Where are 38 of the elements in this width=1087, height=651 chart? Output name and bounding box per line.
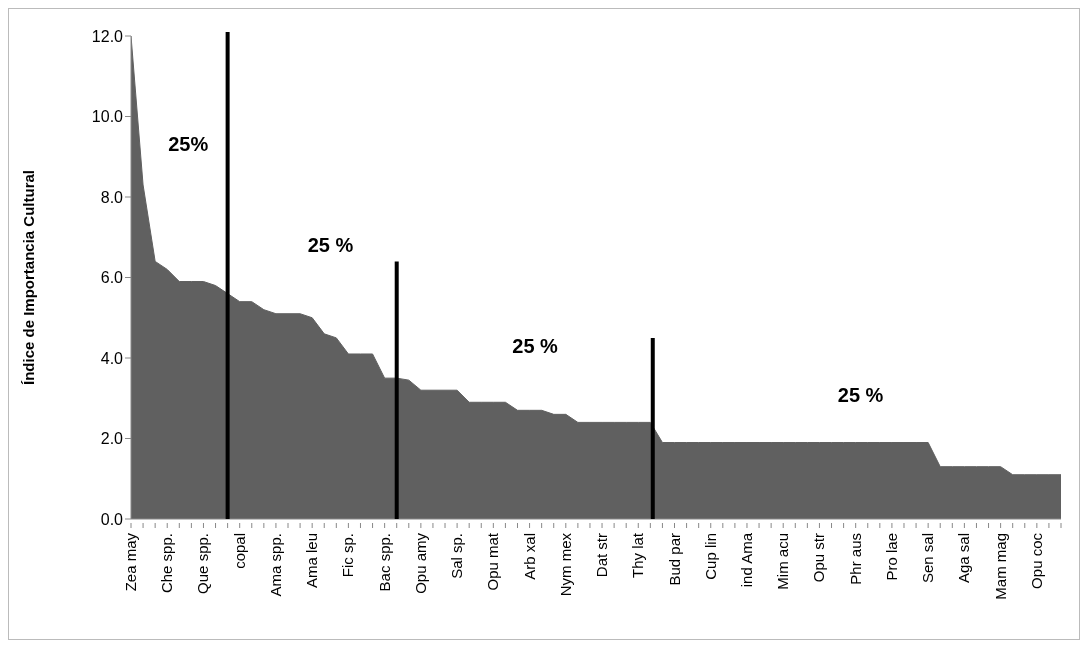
y-tick-label: 2.0 xyxy=(100,430,124,448)
x-tick-label: Opu coc xyxy=(1027,532,1045,589)
y-tick-label: 10.0 xyxy=(91,108,124,126)
x-tick-label: Mim acu xyxy=(774,533,792,590)
x-tick-label: Phr aus xyxy=(846,533,864,585)
annotation: 25 % xyxy=(307,234,354,258)
x-tick-label: Fic sp. xyxy=(339,533,357,578)
y-tick-label: 0.0 xyxy=(100,510,124,528)
y-tick-label: 4.0 xyxy=(100,349,124,367)
x-tick-label: Sen sal xyxy=(919,533,937,584)
x-tick-label: Sal sp. xyxy=(448,533,466,579)
x-tick-label: Che spp. xyxy=(158,533,176,594)
x-tick-label: Pro lae xyxy=(882,533,900,581)
annotation: 25 % xyxy=(837,383,884,407)
x-tick-label: Que spp. xyxy=(194,533,212,594)
x-tick-label: Arb xal xyxy=(520,533,538,580)
x-tick-label: Thy lat xyxy=(629,532,647,579)
x-tick-label: ind Ama xyxy=(737,532,755,588)
y-tick-label: 6.0 xyxy=(100,269,124,287)
annotation: 25 % xyxy=(512,335,558,359)
x-tick-label: Opu amy xyxy=(411,532,429,594)
y-tick-label: 8.0 xyxy=(100,188,124,206)
annotation: 25% xyxy=(168,132,209,156)
x-tick-label: Bac spp. xyxy=(375,533,393,592)
x-tick-label: Cup lin xyxy=(701,533,719,580)
x-tick-label: Ama spp. xyxy=(266,533,284,597)
x-tick-label: Zea may xyxy=(122,532,139,592)
x-tick-label: Opu mat xyxy=(484,532,502,591)
y-axis-title: Índice de Importancia Cultural xyxy=(20,169,38,386)
y-tick-label: 12.0 xyxy=(91,27,124,45)
x-tick-label: copal xyxy=(230,533,248,569)
x-tick-label: Dat str xyxy=(593,533,611,578)
x-tick-label: Mam mag xyxy=(991,533,1009,600)
x-tick-label: Ama leu xyxy=(303,533,321,589)
x-tick-label: Nym mex xyxy=(556,532,574,597)
x-tick-label: Aga sal xyxy=(955,533,973,584)
x-tick-label: Opu str xyxy=(810,533,828,583)
x-tick-label: Bud par xyxy=(665,533,683,586)
